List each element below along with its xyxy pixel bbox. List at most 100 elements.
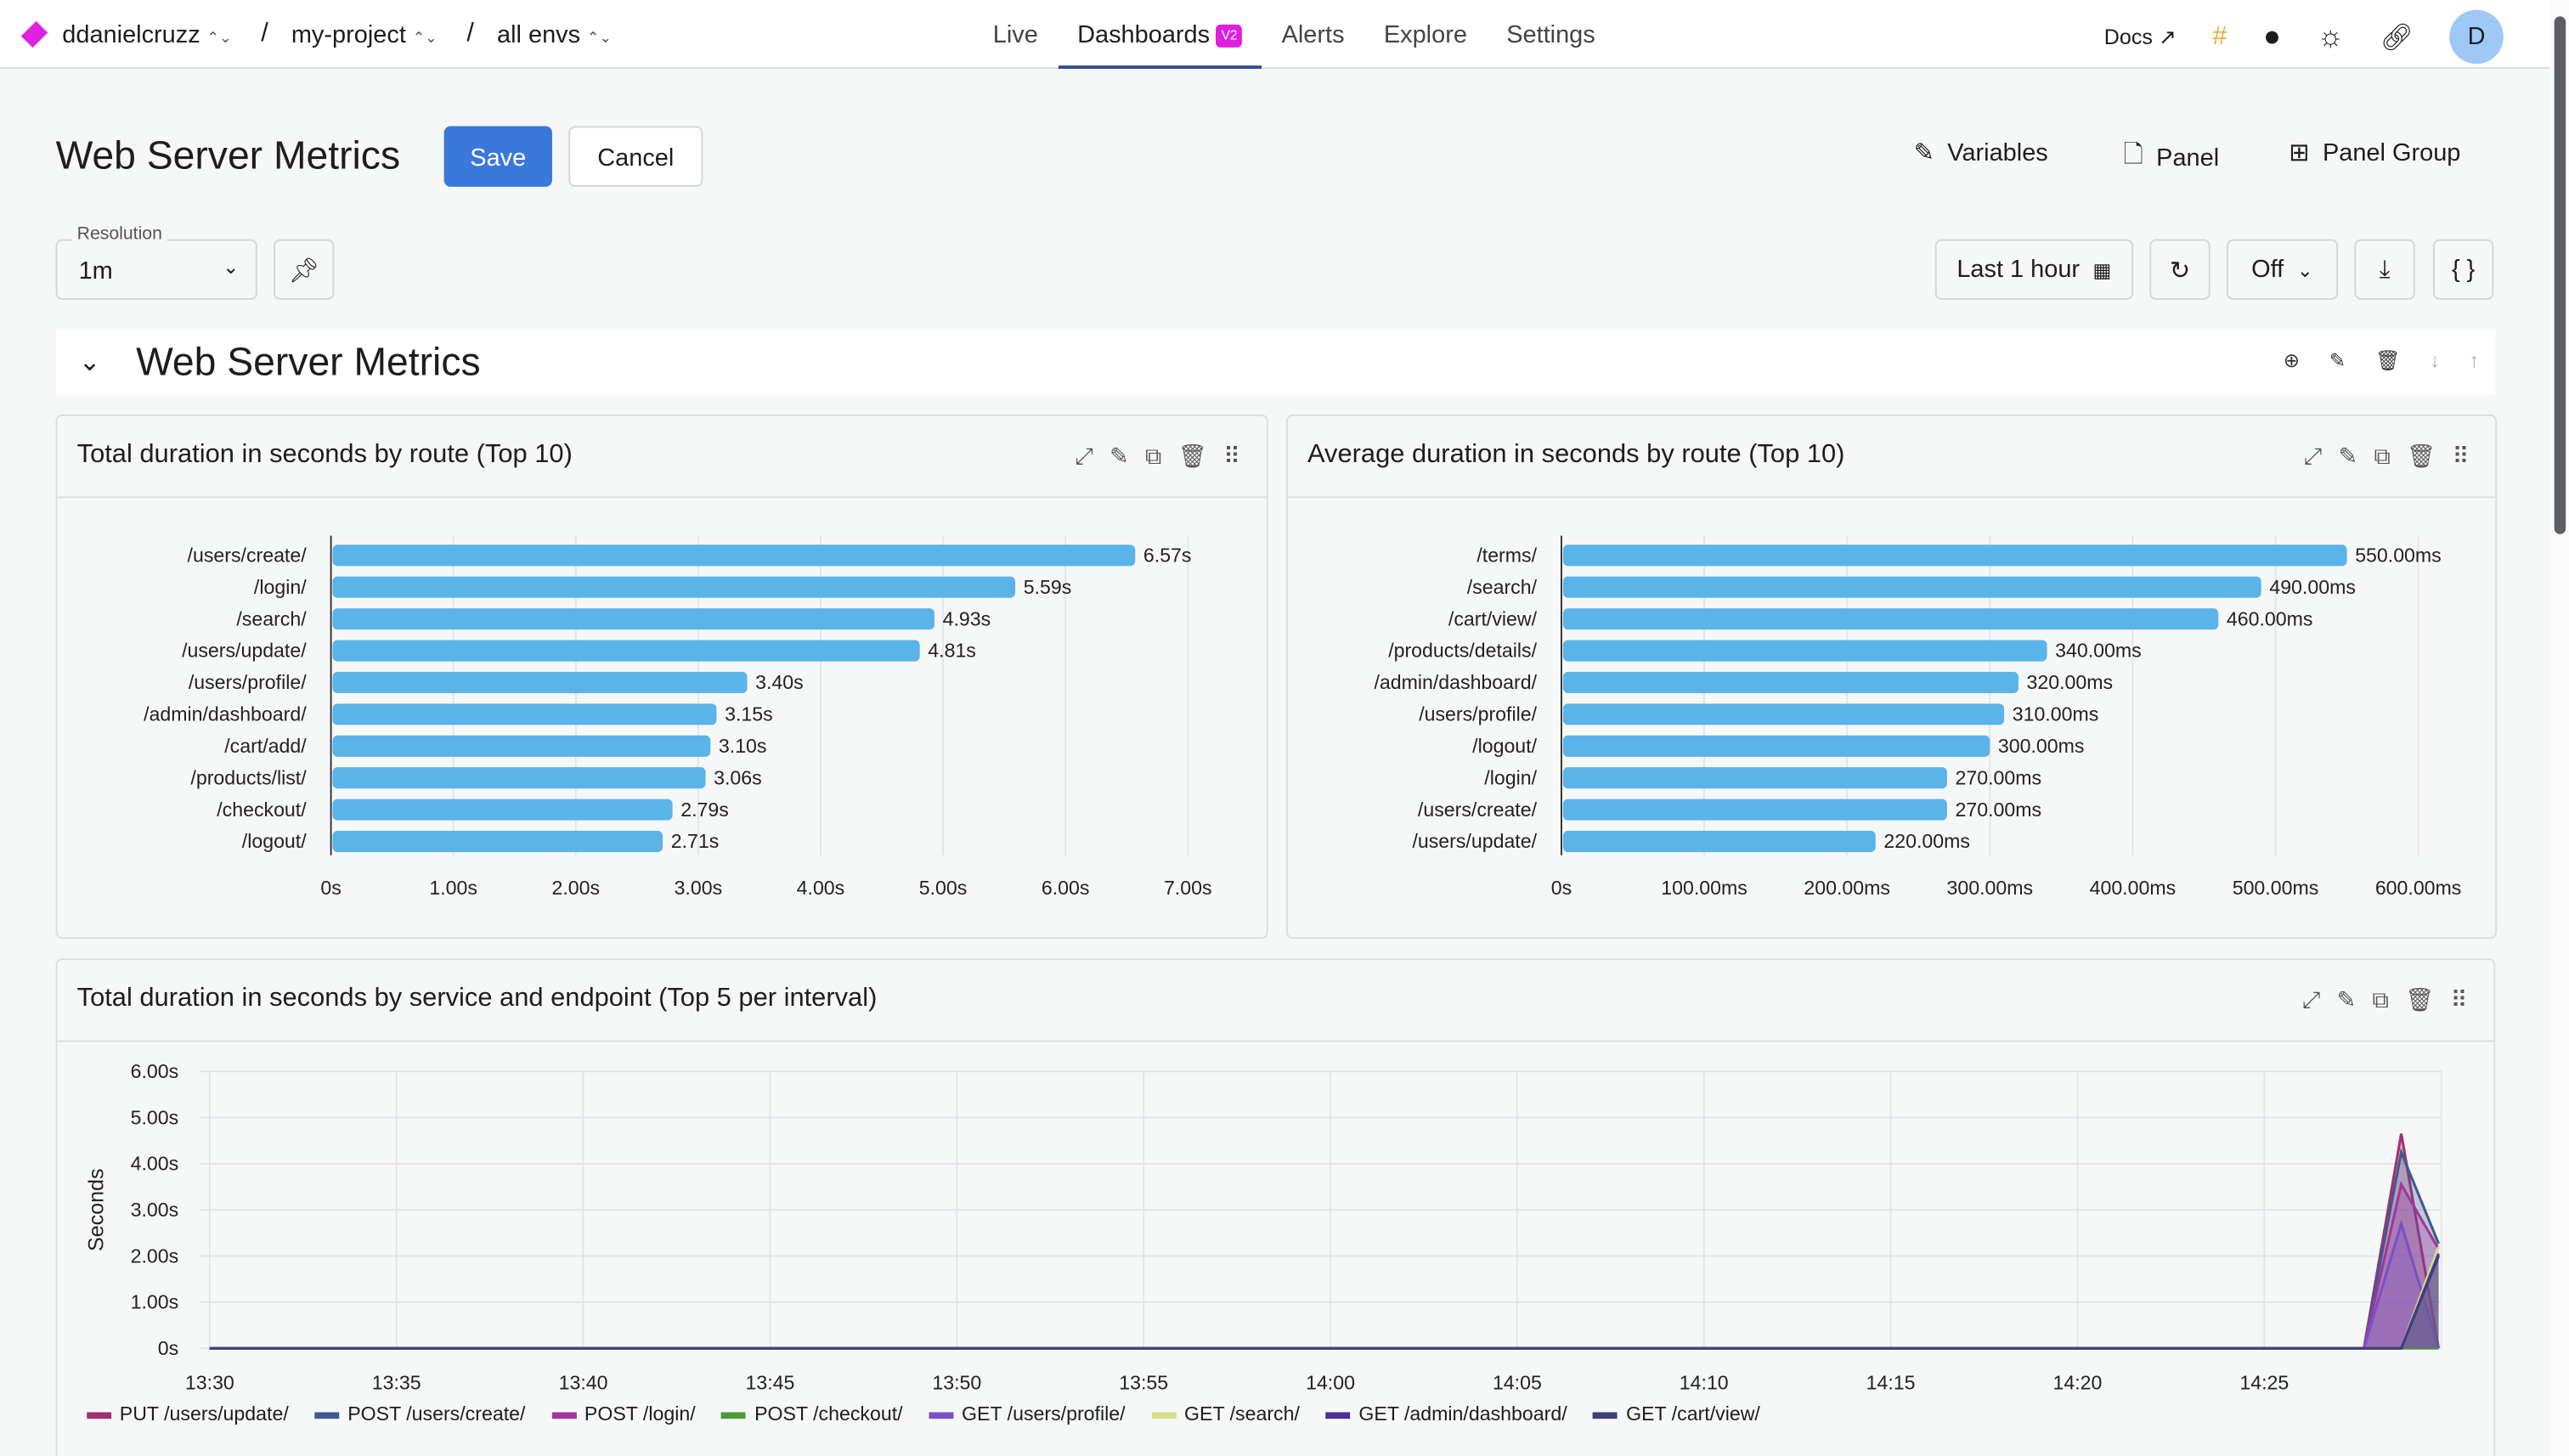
legend-swatch	[929, 1412, 954, 1419]
x-tick-label: 500.00ms	[2233, 877, 2319, 899]
drag-handle-icon[interactable]: ⠿	[2450, 986, 2468, 1013]
pencil-icon[interactable]: ✎	[2338, 442, 2358, 469]
arrow-down-icon[interactable]: ↓	[2430, 348, 2440, 372]
series-area	[209, 1246, 2439, 1349]
expand-icon[interactable]: ⤢	[2301, 986, 2321, 1013]
x-tick-label: 7.00s	[1164, 877, 1212, 899]
time-range-picker[interactable]: Last 1 hour ▦	[1934, 239, 2134, 300]
x-tick-label: 4.00s	[797, 877, 845, 899]
page-title: Web Server Metrics	[55, 134, 401, 179]
data-label: 6.57s	[1143, 545, 1192, 567]
bar	[332, 640, 920, 662]
legend-label: GET /admin/dashboard/	[1358, 1402, 1567, 1425]
tab-live[interactable]: Live	[992, 21, 1038, 49]
collapse-chevron-icon[interactable]: ⌄	[78, 348, 101, 377]
trash-icon[interactable]: 🗑︎	[2405, 986, 2435, 1013]
series-area	[209, 1253, 2439, 1349]
x-tick-label: 600.00ms	[2375, 877, 2462, 899]
legend-item[interactable]: POST /users/create/	[314, 1402, 525, 1425]
chevron-down-icon: ⌄	[2296, 257, 2313, 281]
docs-link[interactable]: Docs ↗	[2104, 24, 2177, 50]
x-tick-label: 13:50	[932, 1371, 981, 1393]
add-panel-button[interactable]: 🗋︎ Panel	[2123, 138, 2219, 178]
series-area	[209, 1152, 2439, 1349]
legend-item[interactable]: GET /cart/view/	[1593, 1402, 1760, 1425]
cancel-button[interactable]: Cancel	[568, 126, 703, 187]
trash-icon[interactable]: 🗑︎	[2375, 348, 2401, 372]
drag-handle-icon[interactable]: ⠿	[2452, 442, 2470, 469]
y-tick-label: /logout/	[1472, 735, 1537, 757]
trash-icon[interactable]: 🗑︎	[2407, 442, 2436, 469]
legend-item[interactable]: GET /admin/dashboard/	[1325, 1402, 1567, 1425]
tab-alerts[interactable]: Alerts	[1281, 21, 1345, 49]
env-selector[interactable]: all envs ⌃⌄	[497, 20, 618, 48]
data-label: 300.00ms	[1998, 735, 2085, 757]
org-selector[interactable]: ddanielcruzz ⌃⌄	[62, 20, 238, 48]
variables-button[interactable]: ✎ Variables	[1914, 138, 2048, 167]
y-tick-label: /users/create/	[188, 545, 308, 567]
scrollbar-thumb[interactable]	[2554, 16, 2566, 534]
chevron-updown-icon: ⌃⌄	[412, 28, 438, 46]
x-tick-label: 13:55	[1119, 1371, 1168, 1393]
save-button[interactable]: Save	[443, 126, 552, 187]
env-name: all envs	[496, 20, 581, 48]
pin-button[interactable]: 📌︎	[274, 239, 335, 300]
panel-label: Panel	[2156, 144, 2220, 172]
x-tick-label: 13:30	[185, 1371, 234, 1393]
theme-toggle-icon[interactable]: ☼	[2317, 20, 2345, 53]
bar	[332, 799, 673, 821]
data-label: 460.00ms	[2227, 607, 2313, 629]
add-panel-icon[interactable]: ⊕	[2283, 348, 2301, 372]
main-nav: Live Dashboards V2 Alerts Explore Setting…	[974, 0, 1615, 70]
legend-item[interactable]: PUT /users/update/	[87, 1402, 289, 1425]
pencil-icon[interactable]: ✎	[2329, 348, 2346, 372]
resolution-value: 1m	[78, 257, 113, 285]
tab-explore[interactable]: Explore	[1383, 21, 1467, 49]
copy-icon[interactable]: ⧉	[2372, 986, 2389, 1013]
y-tick-label: /login/	[1484, 766, 1537, 788]
x-tick-label: 1.00s	[429, 877, 477, 899]
tab-dashboards[interactable]: Dashboards V2	[1057, 0, 1262, 70]
bar	[1562, 608, 2219, 630]
data-label: 2.79s	[680, 799, 729, 821]
panel-total-duration: Total duration in seconds by route (Top …	[55, 414, 1268, 940]
github-icon[interactable]: ●	[2262, 20, 2281, 53]
y-tick-label: 0s	[158, 1337, 178, 1359]
refresh-button[interactable]: ↻	[2149, 239, 2210, 300]
tab-settings[interactable]: Settings	[1506, 21, 1595, 49]
bar	[332, 545, 1136, 567]
series-line	[209, 1219, 2441, 1350]
trash-icon[interactable]: 🗑︎	[1177, 442, 1207, 469]
avatar[interactable]: D	[2449, 9, 2504, 65]
auto-refresh-select[interactable]: Off ⌄	[2226, 239, 2339, 300]
drag-handle-icon[interactable]: ⠿	[1223, 442, 1240, 469]
org-name: ddanielcruzz	[62, 20, 200, 48]
copy-icon[interactable]: ⧉	[1145, 442, 1162, 469]
resolution-select[interactable]: 1m ⌄	[55, 239, 257, 300]
download-button[interactable]: ⤓	[2354, 239, 2415, 300]
slack-icon[interactable]: #	[2212, 22, 2227, 50]
y-tick-label: 2.00s	[131, 1244, 179, 1267]
pencil-icon[interactable]: ✎	[1109, 442, 1129, 469]
arrow-up-icon[interactable]: ↑	[2469, 348, 2479, 372]
chevron-down-icon: ⌄	[223, 255, 240, 279]
pencil-icon[interactable]: ✎	[2336, 986, 2357, 1013]
link-icon[interactable]: 🔗︎	[2380, 23, 2414, 52]
legend-item[interactable]: GET /search/	[1151, 1402, 1300, 1425]
project-selector[interactable]: my-project ⌃⌄	[291, 20, 444, 48]
copy-icon[interactable]: ⧉	[2374, 442, 2391, 469]
legend-label: GET /users/profile/	[962, 1402, 1126, 1425]
legend-item[interactable]: GET /users/profile/	[929, 1402, 1126, 1425]
separator: /	[466, 20, 474, 48]
legend-item[interactable]: POST /login/	[551, 1402, 696, 1425]
expand-icon[interactable]: ⤢	[2303, 442, 2323, 469]
expand-icon[interactable]: ⤢	[1075, 442, 1093, 469]
series-line	[209, 1133, 2441, 1350]
bar	[1562, 576, 2261, 598]
scrollbar[interactable]	[2549, 0, 2569, 1456]
json-button[interactable]: { }	[2432, 239, 2494, 300]
legend-item[interactable]: POST /checkout/	[721, 1402, 903, 1425]
add-panel-group-button[interactable]: ⊞ Panel Group	[2289, 138, 2460, 167]
chart-legend: PUT /users/update/POST /users/create/POS…	[87, 1402, 1760, 1425]
y-tick-label: 6.00s	[131, 1060, 179, 1082]
